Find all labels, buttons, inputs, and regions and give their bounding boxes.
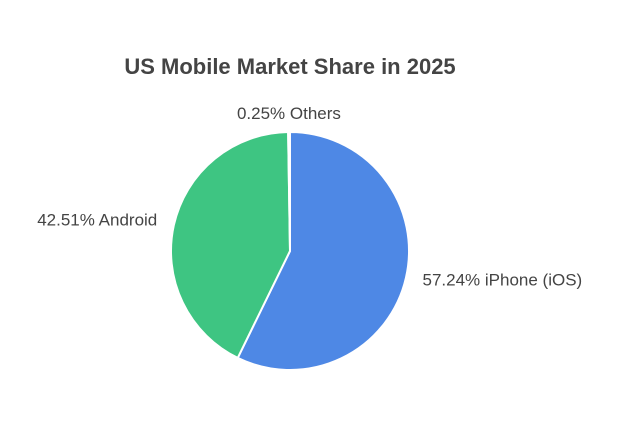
slice-value-label: 42.51% xyxy=(37,211,95,230)
slice-label: 57.24% iPhone (iOS) xyxy=(422,271,582,290)
slice-category-label: iPhone (iOS) xyxy=(485,271,582,290)
chart-title: US Mobile Market Share in 2025 xyxy=(124,54,455,79)
slice-category-label: Android xyxy=(99,211,158,230)
slice-category-label: Others xyxy=(290,104,341,123)
slice-value-label: 0.25% xyxy=(237,104,285,123)
pie-slice xyxy=(287,130,291,252)
pie-slice xyxy=(170,130,292,360)
slice-label: 42.51% Android xyxy=(37,211,157,230)
pie-slice xyxy=(236,130,410,371)
slice-value-label: 57.24% xyxy=(422,271,480,290)
slice-label: 0.25% Others xyxy=(237,104,341,123)
